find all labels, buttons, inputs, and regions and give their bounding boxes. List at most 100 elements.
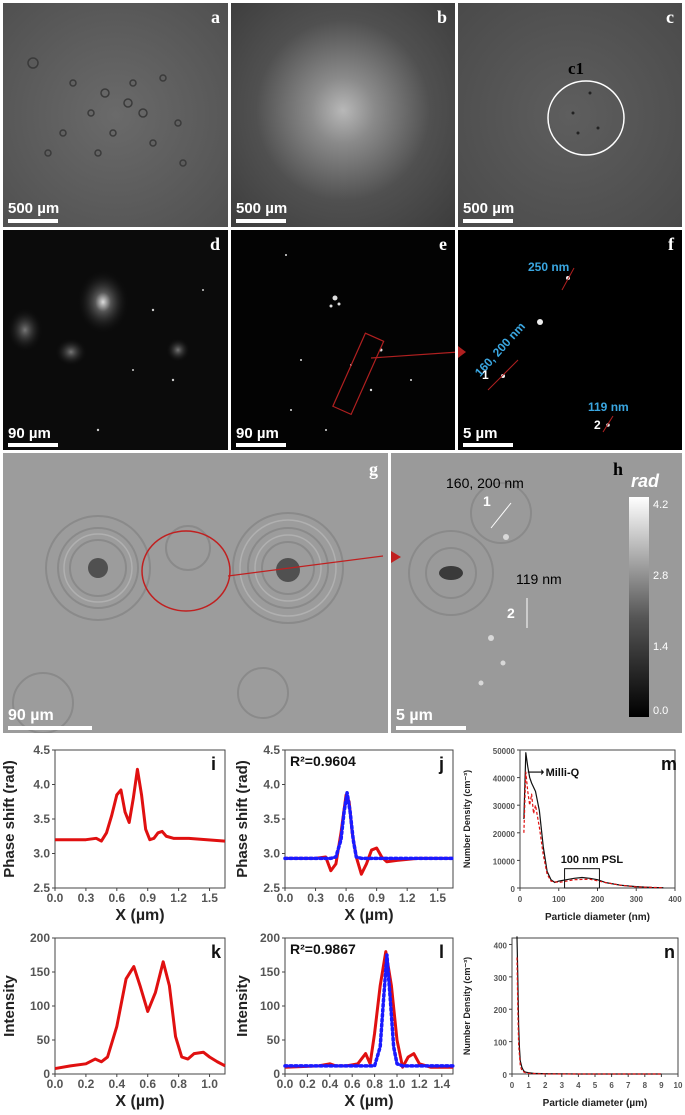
chart-m-ytick-label: 30000 [493,802,516,811]
chart-i-xlabel: X (µm) [115,907,164,924]
panel-b-scale-text: 500 µm [236,200,288,217]
panel-h-marker-2: 2 [507,605,515,621]
panel-a-cells [27,57,187,167]
colorbar-tick-0: 4.2 [653,499,669,511]
chart-j-series-0 [285,793,453,876]
colorbar-unit: rad [631,471,660,491]
chart-j-series-1 [283,791,455,861]
chart-k-panel-label: k [211,942,222,962]
panel-h-image [391,482,532,686]
panel-d-scale-text: 90 µm [8,425,51,442]
chart-l-ytick-label: 200 [260,931,280,945]
chart-j-xtick-label: 1.5 [429,891,446,905]
colorbar-tick-1: 2.8 [653,570,669,582]
chart-l-ytick-label: 50 [267,1033,281,1047]
panel-g-label: g [369,459,378,479]
panel-h-annotation-160-200: 160, 200 nm [446,475,524,491]
chart-i-ylabel: Phase shift (rad) [1,760,18,878]
chart-m-milliq-label: Milli-Q [546,767,580,779]
panel-c-scale-text: 500 µm [463,200,515,217]
chart-m-xtick-label: 100 [552,895,566,904]
panel-d: d 90 µm [3,230,228,450]
chart-n-xlabel: Particle diameter (µm) [543,1098,648,1109]
panel-g-scale-text: 90 µm [8,707,54,724]
colorbar [629,497,649,717]
panel-h-label: h [613,459,624,479]
chart-m-ytick-label: 0 [511,885,516,894]
chart-i-panel-label: i [211,754,216,774]
chart-j-xtick-label: 1.2 [399,891,416,905]
chart-k-xtick-label: 0.0 [47,1077,64,1091]
chart-l-panel-label: l [439,942,444,962]
chart-k-ytick-label: 50 [37,1033,51,1047]
panel-e-label: e [439,234,447,254]
chart-j-xtick-label: 0.3 [307,891,324,905]
panel-c-scale-bar [463,219,513,223]
chart-l-xtick-label: 1.0 [389,1077,406,1091]
chart-j-xtick-label: 0.9 [368,891,385,905]
panel-h-scale-bar [396,726,466,730]
chart-m-xtick-label: 0 [518,895,523,904]
chart-n-ytick-label: 400 [494,941,508,950]
chart-i-series-0 [55,767,226,843]
chart-m-ytick-label: 50000 [493,747,516,756]
chart-j-ytick-label: 2.5 [263,881,280,895]
chart-m-xtick-label: 200 [591,895,605,904]
panel-f-annotation-119: 119 nm [588,400,629,414]
panel-e-scale-text: 90 µm [236,425,279,442]
panel-a: a 500 µm [3,3,228,227]
chart-n-series-1 [516,957,662,1075]
panel-e-scale-bar [236,443,286,447]
chart-n-ytick-label: 300 [494,974,508,983]
chart-m-panel-label: m [661,754,677,774]
chart-m-ytick-label: 40000 [493,775,516,784]
chart-k-ytick-label: 150 [30,965,50,979]
chart-l-series-1 [283,953,455,1068]
panel-d-scale-bar [8,443,58,447]
panel-f-annotation-250: 250 nm [528,260,570,274]
panel-h-marker-1: 1 [483,493,491,509]
chart-i-frame [54,749,226,889]
chart-l-xtick-label: 0.6 [344,1077,361,1091]
chart-m-xlabel: Particle diameter (nm) [545,912,650,923]
chart-k-ytick-label: 200 [30,931,50,945]
chart-m-psl-box [564,868,600,889]
chart-l-xtick-label: 0.8 [366,1077,383,1091]
panel-f: f 250 nm 160, 200 nm 119 nm 1 2 5 µm [458,230,682,450]
chart-i-xtick-label: 0.9 [139,891,156,905]
chart-j-r2: R²=0.9604 [290,753,356,769]
chart-k: 0.0 0.2 0.4 0.6 0.8 1.0 0 50 100 150 200 X (µm) Inte… [1,931,226,1110]
panel-a-label: a [211,7,220,27]
chart-k-xtick-label: 0.6 [139,1077,156,1091]
panel-g-image [12,512,384,733]
chart-k-xlabel: X (µm) [115,1093,164,1110]
chart-n-xtick-label: 0 [510,1081,515,1090]
chart-k-xtick-label: 0.8 [170,1077,187,1091]
panel-g-scale-bar [8,726,92,730]
chart-l-ylabel: Intensity [235,975,251,1037]
chart-k-ytick-label: 100 [30,999,50,1013]
chart-j-ytick-label: 3.5 [263,812,280,826]
chart-n-xtick-label: 9 [659,1081,664,1090]
chart-m-ytick-label: 10000 [493,857,516,866]
chart-m: 0 100 200 300 400 0 10000 20000 30000 40000 50000 P… [462,747,682,923]
panel-d-label: d [209,234,220,254]
chart-m-xtick-label: 300 [630,895,644,904]
chart-i-xtick-label: 1.2 [170,891,187,905]
chart-k-series-0 [54,960,226,1071]
chart-n-xtick-label: 1 [526,1081,531,1090]
panel-f-marker-2: 2 [594,418,601,432]
chart-i-xtick-label: 0.3 [78,891,95,905]
chart-n-xtick-label: 2 [543,1081,548,1090]
chart-m-ytick-label: 20000 [493,830,516,839]
chart-m-milliq-arrowhead [541,769,545,776]
chart-l-xtick-label: 1.4 [433,1077,450,1091]
chart-i-ytick-label: 2.5 [33,881,50,895]
chart-i-ytick-label: 4.0 [33,778,50,792]
panel-b-scale-bar [236,219,286,223]
chart-l: 0.0 0.2 0.4 0.6 0.8 1.0 1.2 1.4 0 50 100 150 200 X (µ… [235,931,455,1110]
panel-d-image [7,270,204,432]
chart-n-xtick-label: 6 [609,1081,614,1090]
chart-i-xtick-label: 0.0 [47,891,64,905]
chart-i-xtick-label: 0.6 [108,891,125,905]
